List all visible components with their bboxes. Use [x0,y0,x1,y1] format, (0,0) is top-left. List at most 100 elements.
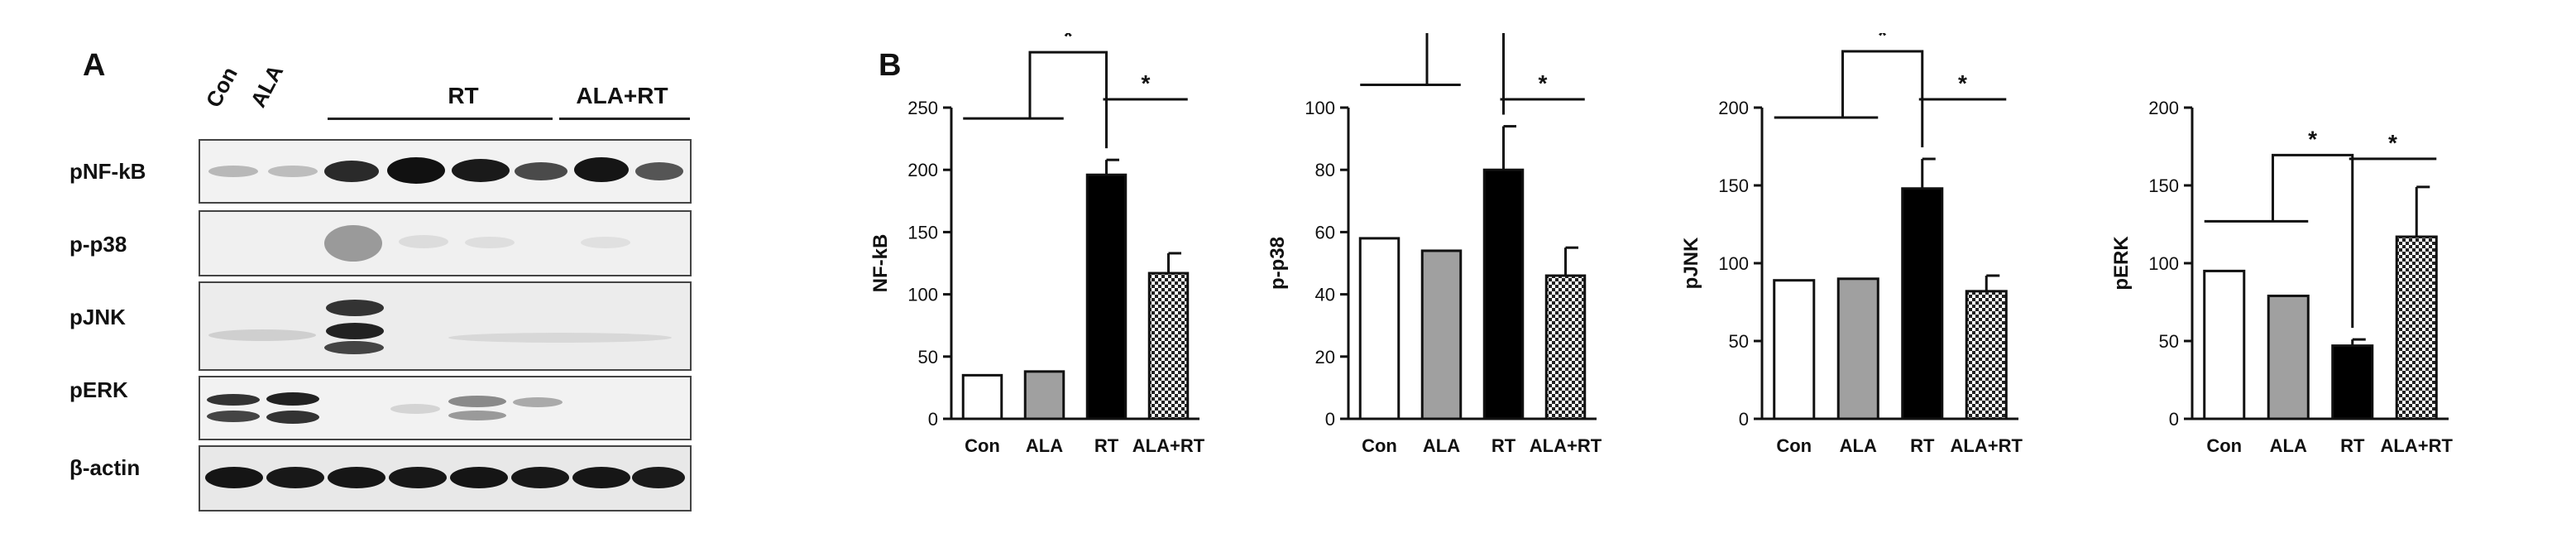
blot-strip-pjnk [199,281,692,371]
x-tick-label: ALA [1423,435,1460,456]
x-tick-label: ALA+RT [1132,435,1205,456]
band [389,467,447,488]
group-label-ala-rt: ALA+RT [576,83,668,108]
y-tick-label: 0 [928,409,938,430]
band [326,300,384,316]
x-tick-label: RT [1910,435,1935,456]
y-tick-label: 0 [2169,409,2179,430]
bar-charts-panel: 0 50 100 150 200 250 NF-kB Con ALA RT ALA+RT * * 0 20 4… [860,0,2573,530]
y-tick-label: 150 [2148,175,2179,196]
x-tick-label: RT [2340,435,2365,456]
band [266,467,324,488]
y-tick-label: 150 [1718,175,1749,196]
y-tick-label: 0 [1325,409,1335,430]
y-tick-label: 100 [907,285,938,305]
x-tick-label: ALA [1026,435,1063,456]
y-tick-label: 200 [907,160,938,180]
band [266,411,319,424]
bar [1901,187,1944,420]
blot-strip-perk [199,376,692,440]
y-tick-label: 100 [2148,253,2179,274]
bar [2395,235,2438,420]
significance-star: * [1064,33,1073,49]
bar [1085,173,1128,420]
lane-label-ala: ALA [245,60,289,112]
bar [961,373,1003,420]
band [635,162,683,180]
band [324,225,382,262]
band [465,237,515,248]
y-tick-label: 200 [1718,98,1749,118]
significance-star: * [1878,33,1887,48]
bar [1023,370,1065,420]
bar [1773,279,1816,420]
x-tick-label: ALA [2270,435,2307,456]
band [632,467,685,488]
band [328,467,385,488]
blot-label-pjnk: pJNK [69,305,126,329]
significance-star: * [1142,70,1151,96]
band [574,157,629,182]
group-line-rt [328,118,553,120]
x-tick-label: Con [1776,435,1812,456]
band [207,411,260,422]
x-tick-label: Con [2206,435,2242,456]
x-tick-label: ALA [1840,435,1877,456]
band [207,394,260,406]
band [208,329,316,341]
y-tick-label: 0 [1739,409,1749,430]
significance-star: * [1539,70,1548,96]
x-tick-label: Con [1362,435,1397,456]
band [387,157,445,184]
x-tick-label: ALA+RT [2381,435,2454,456]
y-tick-label: 150 [907,222,938,243]
bar-charts-svg: 0 50 100 150 200 250 NF-kB Con ALA RT ALA+RT * * 0 20 4… [869,0,2454,456]
y-axis-label: p-p38 [1266,237,1289,290]
panel-b-letter: B [879,48,902,83]
x-tick-label: RT [1094,435,1119,456]
band [324,161,379,182]
band [511,467,569,488]
bar [1965,290,2008,420]
y-tick-label: 80 [1315,160,1335,180]
significance-bracket [1841,50,1924,148]
y-tick-label: 200 [2148,98,2179,118]
band [448,396,506,407]
y-tick-label: 100 [1305,98,1335,118]
y-axis-label: pERK [2110,236,2133,291]
significance-star: * [2308,126,2317,151]
y-tick-label: 40 [1315,285,1335,305]
y-tick-label: 20 [1315,347,1335,367]
x-tick-label: ALA+RT [1530,435,1602,456]
band [515,162,567,180]
lane-label-con: Con [200,62,242,112]
group-label-rt: RT [448,83,479,108]
bar [1358,237,1401,420]
significance-star: * [1958,70,1967,96]
bar [2203,269,2246,420]
band [205,467,263,488]
bar [1544,274,1587,420]
bar [1836,277,1879,420]
band [581,237,630,248]
significance-bracket [1028,50,1108,149]
y-tick-label: 60 [1315,222,1335,243]
blot-label-pp38: p-p38 [69,232,127,257]
significance-bracket [1425,17,1505,115]
y-tick-label: 50 [918,347,938,367]
y-axis-label: NF-kB [869,234,892,293]
band [450,467,508,488]
y-tick-label: 50 [2159,331,2179,352]
x-tick-label: RT [1491,435,1516,456]
y-tick-label: 50 [1729,331,1749,352]
significance-bracket [2272,153,2354,329]
blot-label-pnfkb: pNF-kB [69,159,146,184]
blot-strip-pnfkb [199,139,692,204]
band [448,333,672,343]
band [448,411,506,420]
bar [1482,168,1525,420]
bar [2267,294,2310,420]
band [572,467,630,488]
x-tick-label: ALA+RT [1951,435,2023,456]
band [208,166,258,177]
